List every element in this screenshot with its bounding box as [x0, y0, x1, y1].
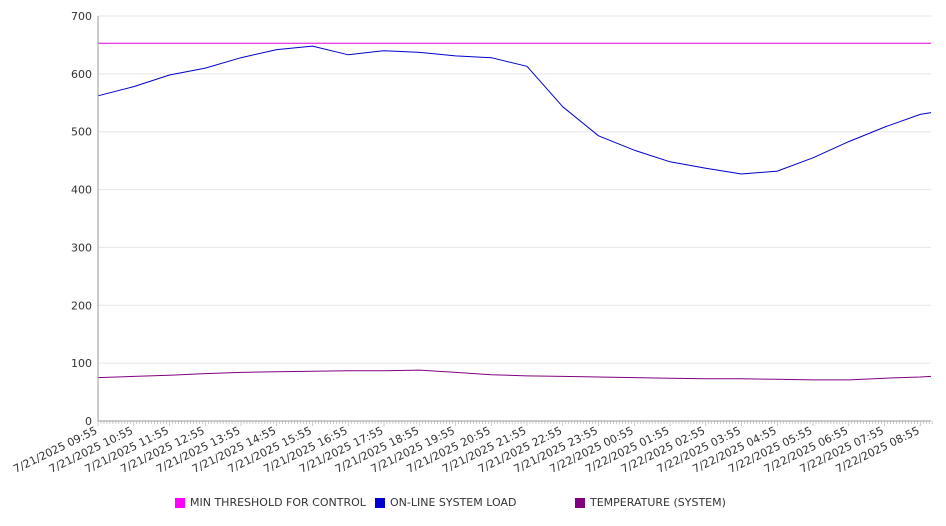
legend-label-temperature: TEMPERATURE (SYSTEM)	[590, 496, 726, 509]
legend: MIN THRESHOLD FOR CONTROL ON-LINE SYSTEM…	[0, 496, 946, 516]
legend-item-system-load[interactable]: ON-LINE SYSTEM LOAD	[375, 496, 516, 509]
legend-swatch-min-threshold	[175, 497, 185, 508]
series-lines	[97, 42, 932, 381]
grid-lines	[98, 15, 931, 422]
series-line-temperature	[97, 369, 932, 381]
y-tick-label: 0	[85, 415, 92, 428]
y-tick-label: 200	[71, 299, 92, 312]
legend-item-min-threshold[interactable]: MIN THRESHOLD FOR CONTROL	[175, 496, 366, 509]
x-axis-ticks: 7/21/2025 09:557/21/2025 10:557/21/2025 …	[11, 421, 933, 476]
legend-swatch-temperature	[575, 497, 585, 508]
series-line-system-load	[97, 45, 932, 175]
legend-label-system-load: ON-LINE SYSTEM LOAD	[390, 496, 517, 509]
y-tick-label: 400	[71, 184, 92, 197]
legend-item-temperature[interactable]: TEMPERATURE (SYSTEM)	[575, 496, 726, 509]
y-tick-label: 600	[71, 68, 92, 81]
legend-swatch-system-load	[375, 497, 385, 508]
legend-label-min-threshold: MIN THRESHOLD FOR CONTROL	[190, 496, 366, 509]
y-tick-label: 300	[71, 241, 92, 254]
y-tick-label: 700	[71, 10, 92, 23]
y-tick-label: 100	[71, 357, 92, 370]
y-axis-ticks: 0 100 200 300 400 500 600 700	[71, 10, 92, 428]
y-tick-label: 500	[71, 126, 92, 139]
